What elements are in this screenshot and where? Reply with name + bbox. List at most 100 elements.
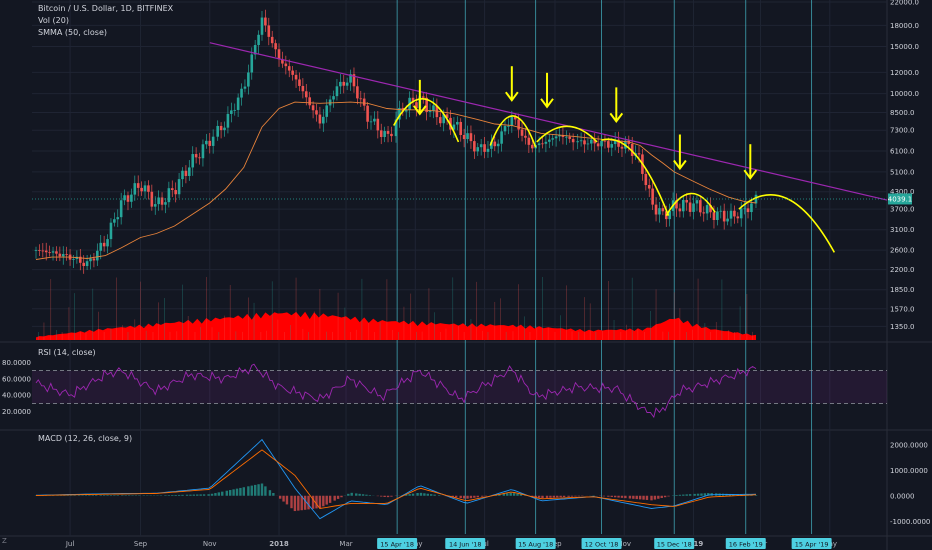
candle-body bbox=[102, 242, 106, 247]
macd-histogram-bar bbox=[567, 495, 570, 497]
candle-body bbox=[620, 146, 624, 149]
macd-histogram-bar bbox=[516, 493, 519, 496]
candle-body bbox=[322, 116, 325, 124]
candle-body bbox=[356, 86, 359, 99]
candle-body bbox=[610, 144, 614, 148]
price-tick-label: 5100.0 bbox=[890, 168, 915, 176]
annotation-arrowhead bbox=[743, 169, 758, 180]
candle-body bbox=[106, 239, 109, 247]
annotation-arrowhead bbox=[540, 98, 554, 109]
macd-histogram-bar bbox=[207, 494, 210, 496]
macd-histogram-bar bbox=[322, 495, 325, 507]
candle-body bbox=[473, 141, 476, 152]
macd-histogram-bar bbox=[423, 493, 426, 496]
price-tick-label: 2200.0 bbox=[890, 266, 915, 274]
candle-body bbox=[586, 143, 590, 145]
candle-body bbox=[459, 121, 463, 135]
macd-histogram-bar bbox=[257, 484, 260, 496]
candle-body bbox=[390, 133, 393, 137]
candle-body bbox=[571, 138, 575, 143]
date-marker-label: 12 Oct '18 bbox=[585, 541, 619, 549]
date-marker-label: 15 Apr '19 bbox=[795, 541, 829, 549]
date-marker-label: 15 Dec '18 bbox=[657, 541, 692, 549]
macd-histogram-bar bbox=[196, 494, 199, 496]
macd-histogram-bar bbox=[91, 495, 94, 496]
candle-body bbox=[394, 119, 398, 137]
candle-body bbox=[379, 130, 383, 137]
candle-body bbox=[445, 114, 449, 118]
timezone-button[interactable]: Z bbox=[2, 537, 7, 545]
candle-body bbox=[352, 74, 356, 87]
candle-body bbox=[349, 74, 352, 83]
candle-body bbox=[223, 127, 226, 131]
candle-body bbox=[181, 170, 184, 180]
volume-area bbox=[36, 311, 756, 340]
macd-histogram-bar bbox=[635, 495, 638, 500]
candle-body bbox=[709, 205, 712, 213]
annotation-arrowhead bbox=[505, 91, 519, 102]
candle-body bbox=[247, 72, 250, 87]
candle-body bbox=[415, 102, 418, 109]
candle-body bbox=[688, 202, 692, 212]
candle-body bbox=[198, 157, 201, 159]
candle-body bbox=[250, 54, 254, 73]
candle-body bbox=[630, 143, 634, 156]
macd-histogram-bar bbox=[383, 495, 386, 497]
candle-body bbox=[233, 109, 237, 111]
macd-histogram-bar bbox=[221, 491, 224, 496]
macd-histogram-bar bbox=[202, 494, 206, 496]
candle-body bbox=[695, 200, 699, 204]
candle-body bbox=[462, 134, 466, 140]
macd-histogram-bar bbox=[102, 495, 106, 496]
macd-histogram-bar bbox=[81, 495, 84, 496]
macd-histogram-bar bbox=[297, 495, 300, 511]
price-tick-label: 12000.0 bbox=[890, 69, 919, 77]
price-tick-label: 1570.0 bbox=[890, 305, 915, 313]
candle-body bbox=[719, 210, 723, 212]
macd-histogram-bar bbox=[189, 494, 192, 496]
macd-histogram-bar bbox=[167, 495, 171, 496]
price-tick-label: 1850.0 bbox=[890, 286, 915, 294]
macd-tick-label: 2000.0000 bbox=[890, 441, 928, 449]
candle-body bbox=[362, 98, 366, 106]
macd-histogram-bar bbox=[174, 495, 177, 496]
rsi-band-fill bbox=[32, 370, 887, 404]
macd-histogram-bar bbox=[602, 495, 606, 497]
candle-body bbox=[304, 91, 308, 98]
candle-body bbox=[524, 135, 527, 138]
candle-body bbox=[109, 222, 113, 240]
smma-line bbox=[35, 101, 757, 260]
macd-histogram-bar bbox=[620, 495, 624, 498]
candle-body bbox=[547, 139, 551, 142]
candle-body bbox=[432, 105, 435, 111]
macd-histogram-bar bbox=[347, 493, 350, 496]
macd-histogram-bar bbox=[426, 493, 429, 496]
candle-body bbox=[61, 254, 65, 257]
candle-body bbox=[359, 98, 363, 100]
candle-body bbox=[510, 116, 514, 126]
macd-histogram-bar bbox=[459, 495, 462, 499]
macd-histogram-bar bbox=[177, 494, 181, 496]
annotation-arc bbox=[393, 98, 460, 143]
candle-body bbox=[48, 252, 51, 254]
macd-histogram-bar bbox=[462, 495, 466, 499]
candle-body bbox=[236, 97, 240, 110]
candle-body bbox=[466, 133, 469, 140]
macd-histogram-bar bbox=[541, 495, 544, 499]
candle-body bbox=[339, 81, 342, 87]
candle-body bbox=[527, 137, 531, 145]
candle-body bbox=[561, 135, 565, 137]
candle-body bbox=[78, 256, 82, 263]
candle-body bbox=[398, 107, 401, 120]
macd-histogram-bar bbox=[660, 495, 663, 498]
candle-body bbox=[157, 197, 160, 205]
candle-body bbox=[644, 173, 648, 186]
candle-body bbox=[654, 204, 658, 215]
candle-body bbox=[452, 124, 456, 130]
time-tick-label: Nov bbox=[203, 540, 217, 548]
macd-histogram-bar bbox=[433, 494, 436, 496]
macd-histogram-bar bbox=[264, 486, 267, 496]
candle-body bbox=[264, 17, 267, 26]
macd-histogram-bar bbox=[610, 495, 613, 497]
